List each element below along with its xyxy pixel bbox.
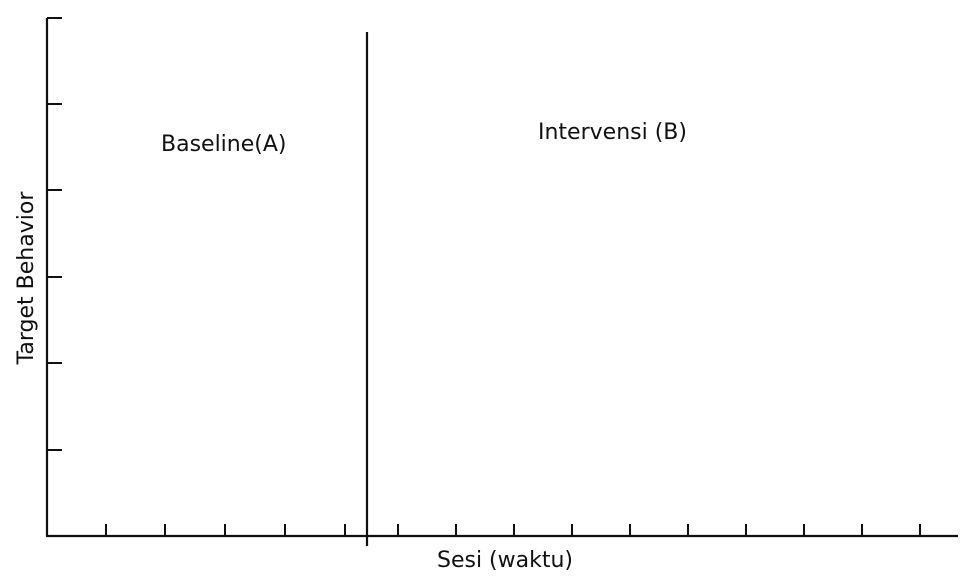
y-axis-ticks [47,17,62,451]
phase-label-intervention: Intervensi (B) [538,120,687,145]
x-axis-title: Sesi (waktu) [437,548,573,573]
phase-label-baseline: Baseline(A) [161,132,287,157]
y-axis-title: Target Behavior [14,191,39,366]
x-axis-ticks [105,524,921,536]
